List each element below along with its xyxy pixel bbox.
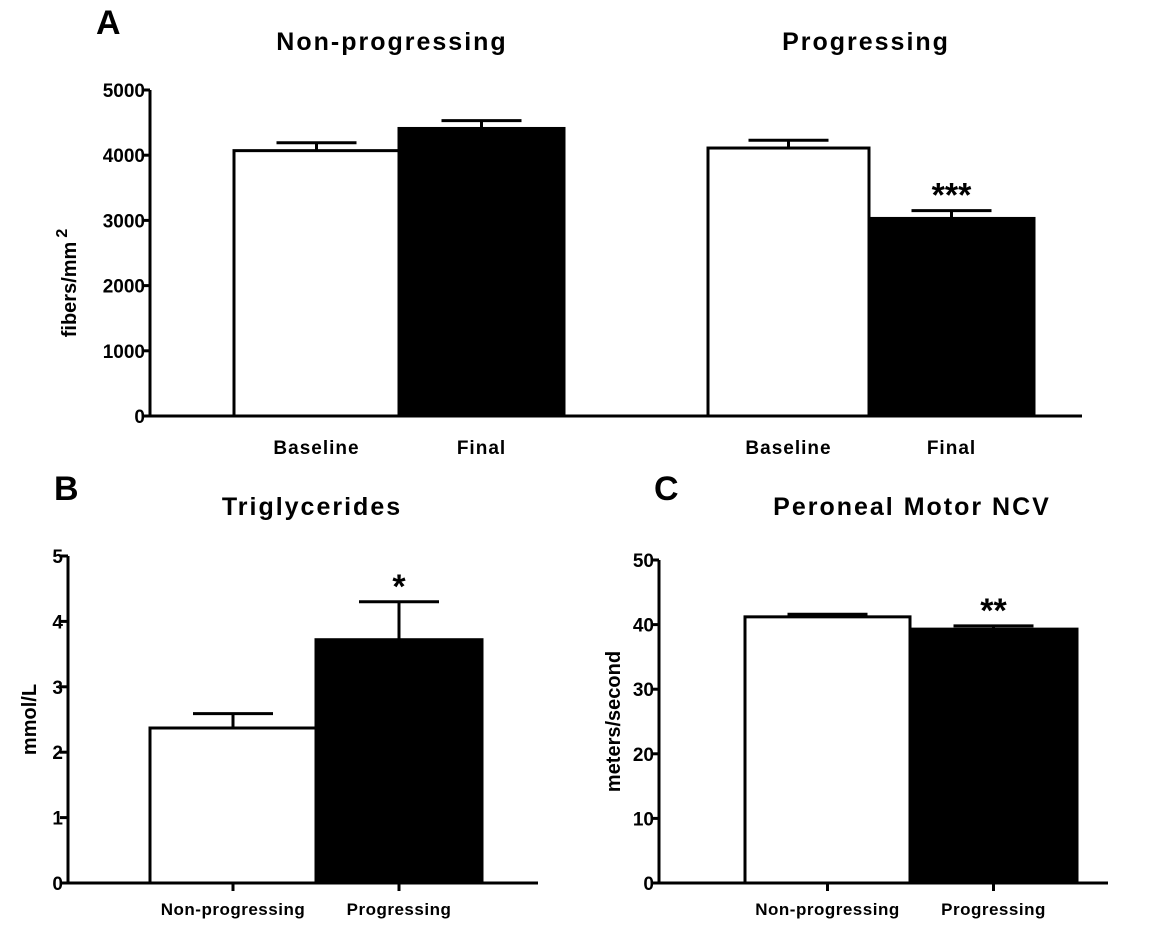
y-tick-label: 20 <box>633 745 654 766</box>
y-tick-label: 10 <box>633 809 654 830</box>
y-tick-label: 30 <box>633 680 654 701</box>
panel-c: C Peroneal Motor NCV 0 10 20 30 40 50 meters/sec… <box>603 470 1108 919</box>
y-tick-label: 3 <box>52 678 63 699</box>
chart-title: Peroneal Motor NCV <box>773 493 1051 521</box>
panel-a: A 0 1000 2000 3000 4000 5000 fibers/mm2 Non-prog… <box>54 4 1082 459</box>
panel-letter-c: C <box>654 470 679 508</box>
y-tick-label: 1000 <box>103 342 145 363</box>
y-tick-label: 2 <box>52 743 63 764</box>
y-tick-label: 40 <box>633 616 654 637</box>
y-axis-title-superscript: 2 <box>54 229 71 238</box>
y-axis-title: meters/second <box>603 651 625 792</box>
bar <box>706 146 871 418</box>
x-category-label: Baseline <box>273 438 359 459</box>
x-category-label: Final <box>457 438 506 459</box>
y-tick-label: 1 <box>52 809 63 830</box>
bar <box>148 726 318 885</box>
x-category-label: Non-progressing <box>161 900 305 919</box>
panel-letter-b: B <box>54 470 79 508</box>
x-category-label: Progressing <box>941 900 1046 919</box>
bar <box>314 638 484 885</box>
y-tick-label: 3000 <box>103 211 145 232</box>
y-tick-label: 0 <box>52 874 63 895</box>
bar <box>908 627 1079 885</box>
significance-marker: ** <box>980 592 1007 630</box>
significance-marker: *** <box>932 177 972 215</box>
group-title: Non-progressing <box>276 28 507 56</box>
x-category-label: Progressing <box>347 900 452 919</box>
panel-b: B Triglycerides 0 1 2 3 4 5 mmol/L Non-progressin… <box>19 470 538 919</box>
x-category-label: Final <box>927 438 976 459</box>
group-title: Progressing <box>782 28 950 56</box>
y-tick-label: 4000 <box>103 146 145 167</box>
y-axis-title: mmol/L <box>19 684 41 755</box>
significance-marker: * <box>392 568 406 606</box>
chart-title: Triglycerides <box>222 493 402 521</box>
y-tick-label: 5000 <box>103 81 145 102</box>
y-tick-label: 4 <box>52 612 63 633</box>
bar <box>397 126 566 418</box>
y-axis-title: fibers/mm2 <box>54 229 81 338</box>
y-tick-label: 5 <box>52 547 63 568</box>
y-tick-label: 2000 <box>103 277 145 298</box>
x-category-label: Non-progressing <box>755 900 899 919</box>
y-tick-label: 0 <box>134 407 145 428</box>
panel-letter-a: A <box>96 4 121 42</box>
bar <box>232 149 401 418</box>
bar <box>743 615 912 885</box>
y-tick-label: 50 <box>633 551 654 572</box>
y-tick-label: 0 <box>643 874 654 895</box>
bar <box>867 216 1036 418</box>
x-category-label: Baseline <box>745 438 831 459</box>
